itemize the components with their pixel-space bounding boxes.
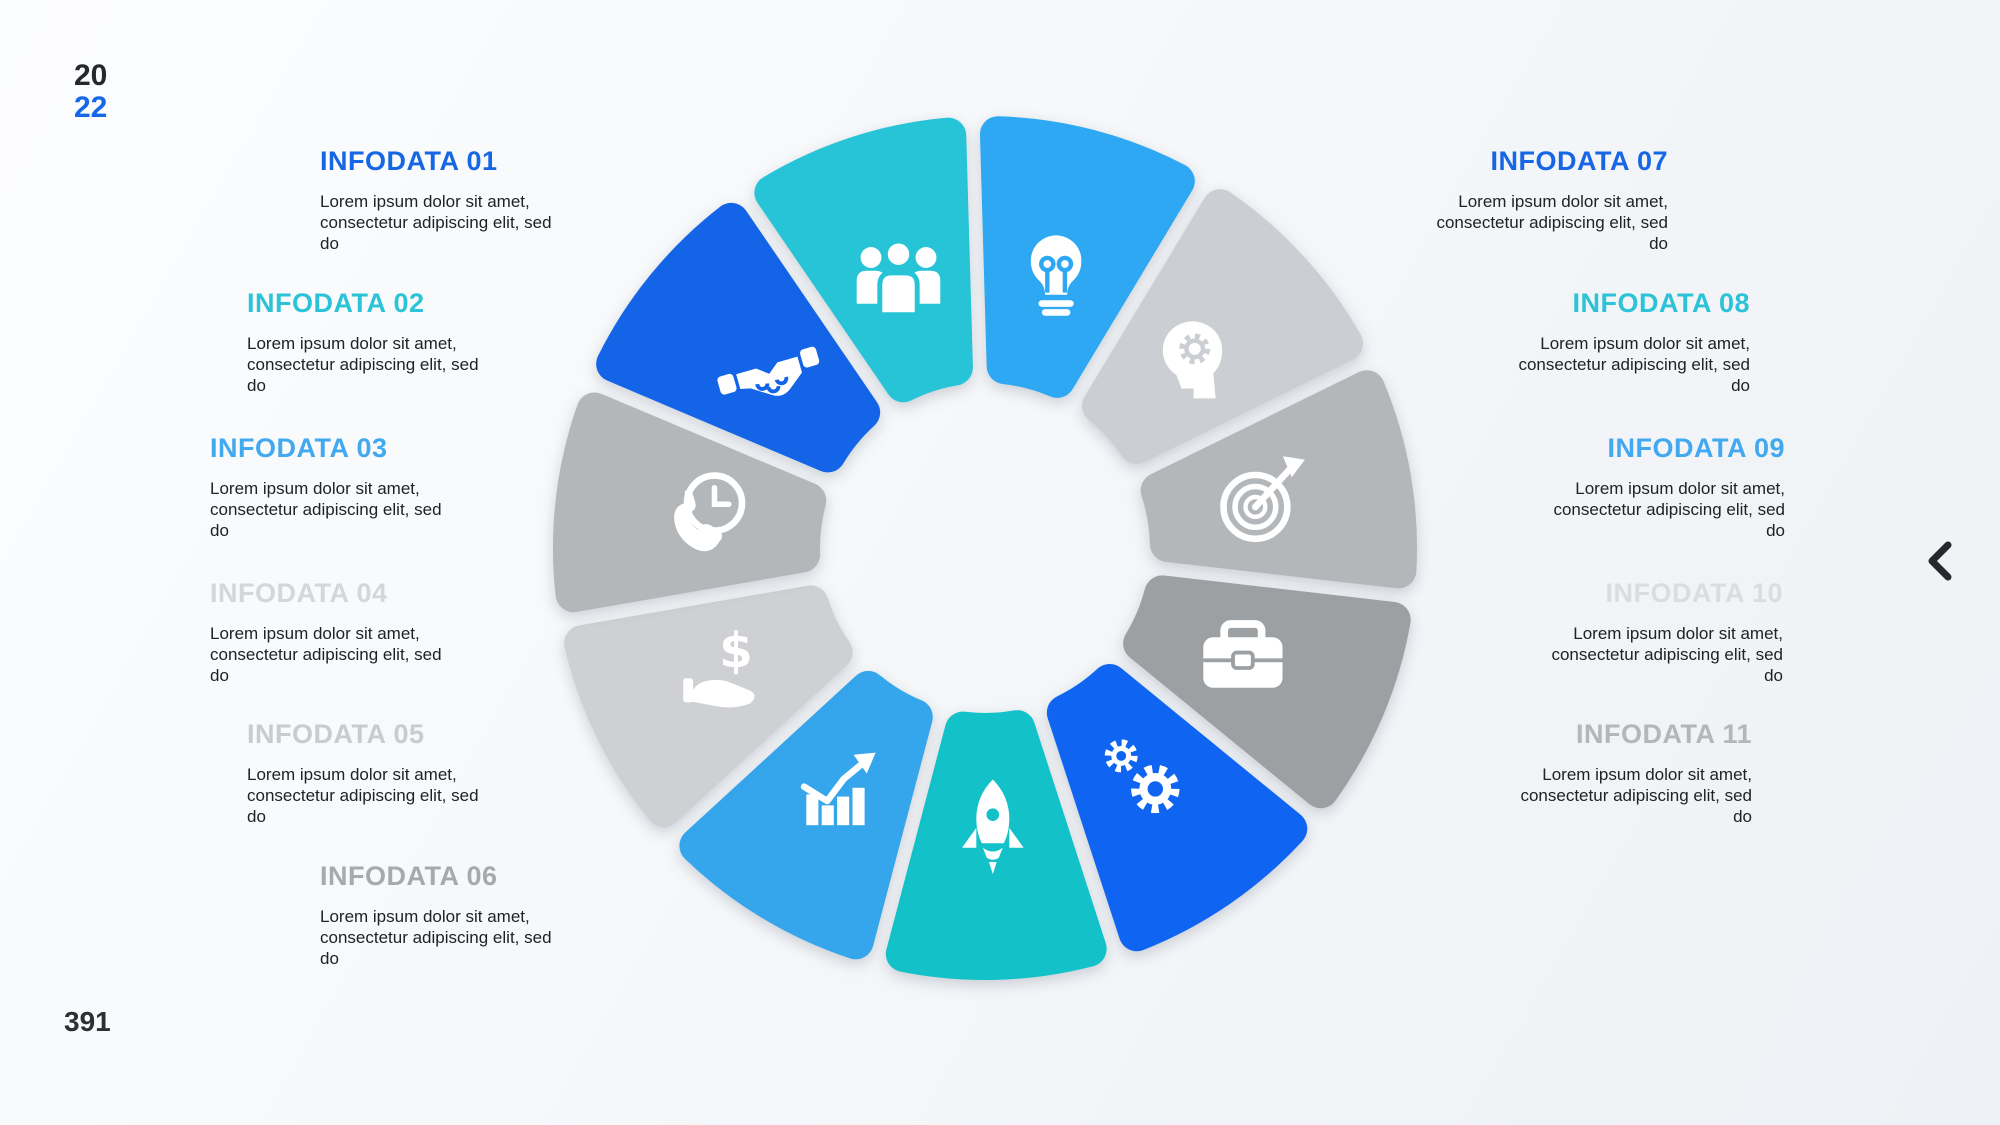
- wheel-segment-bar-chart: [679, 670, 933, 960]
- infodata-title: INFODATA 07: [1490, 146, 1668, 176]
- infodata-body: Lorem ipsum dolor sit amet, consectetur …: [320, 192, 552, 253]
- wheel-segment-target: [1140, 370, 1417, 589]
- infodata-block-09: INFODATA 09 Lorem ipsum dolor sit amet, …: [1445, 433, 1785, 541]
- team-icon: [857, 241, 941, 315]
- year-line-1: 20: [74, 59, 108, 92]
- infodata-block-03: INFODATA 03 Lorem ipsum dolor sit amet, …: [210, 433, 550, 541]
- infodata-block-04: INFODATA 04 Lorem ipsum dolor sit amet, …: [210, 578, 550, 686]
- infodata-block-07: INFODATA 07 Lorem ipsum dolor sit amet, …: [1328, 146, 1668, 254]
- wheel-wedge: [979, 116, 1195, 398]
- page-number: 391: [64, 1006, 111, 1037]
- wheel-segment-lightbulb: [979, 116, 1195, 398]
- infodata-title: INFODATA 11: [1575, 719, 1752, 749]
- infodata-title: INFODATA 04: [210, 578, 388, 608]
- wheel-wedge: [885, 710, 1107, 980]
- wheel-segment-rocket: [885, 710, 1107, 980]
- wheel-wedge: [1082, 189, 1363, 464]
- infodata-body: Lorem ipsum dolor sit amet, consectetur …: [210, 479, 442, 540]
- infodata-block-08: INFODATA 08 Lorem ipsum dolor sit amet, …: [1410, 288, 1750, 396]
- infodata-block-11: INFODATA 11 Lorem ipsum dolor sit amet, …: [1412, 719, 1752, 827]
- wheel-segment-briefcase: [1123, 575, 1411, 809]
- nav-back-button[interactable]: [1926, 540, 1954, 582]
- infodata-title: INFODATA 05: [247, 719, 425, 749]
- infodata-body: Lorem ipsum dolor sit amet, consectetur …: [247, 334, 479, 395]
- wheel-segment-handshake: [596, 202, 881, 473]
- infodata-title: INFODATA 06: [320, 861, 498, 891]
- wheel-wedge: [596, 202, 881, 473]
- year-marker: 20 22: [74, 60, 107, 124]
- wheel-segment-gears: [1046, 663, 1308, 952]
- infodata-body: Lorem ipsum dolor sit amet, consectetur …: [1436, 192, 1668, 253]
- infodata-body: Lorem ipsum dolor sit amet, consectetur …: [1553, 479, 1785, 540]
- infodata-body: Lorem ipsum dolor sit amet, consectetur …: [247, 765, 479, 826]
- infodata-title: INFODATA 01: [320, 146, 498, 176]
- infodata-block-10: INFODATA 10 Lorem ipsum dolor sit amet, …: [1443, 578, 1783, 686]
- chevron-left-icon: [1928, 541, 1952, 581]
- infodata-title: INFODATA 02: [247, 288, 425, 318]
- wheel-wedge: [1123, 575, 1411, 809]
- infodata-block-06: INFODATA 06 Lorem ipsum dolor sit amet, …: [320, 861, 660, 969]
- infodata-body: Lorem ipsum dolor sit amet, consectetur …: [1520, 765, 1752, 826]
- infodata-title: INFODATA 08: [1572, 288, 1750, 318]
- infodata-block-01: INFODATA 01 Lorem ipsum dolor sit amet, …: [320, 146, 660, 254]
- infodata-body: Lorem ipsum dolor sit amet, consectetur …: [320, 907, 552, 968]
- infodata-body: Lorem ipsum dolor sit amet, consectetur …: [1551, 624, 1783, 685]
- infodata-block-05: INFODATA 05 Lorem ipsum dolor sit amet, …: [247, 719, 587, 827]
- year-line-2: 22: [74, 91, 108, 124]
- wheel-segment-dollar-hand: [564, 585, 853, 828]
- wheel-segment-phone-clock: [553, 392, 827, 613]
- infodata-block-02: INFODATA 02 Lorem ipsum dolor sit amet, …: [247, 288, 587, 396]
- infodata-title: INFODATA 03: [210, 433, 388, 463]
- infodata-title: INFODATA 10: [1605, 578, 1783, 608]
- infodata-body: Lorem ipsum dolor sit amet, consectetur …: [1518, 334, 1750, 395]
- wheel-segment-team: [754, 117, 973, 403]
- wheel-segment-head-gear: [1082, 189, 1363, 464]
- infodata-title: INFODATA 09: [1607, 433, 1785, 463]
- infodata-body: Lorem ipsum dolor sit amet, consectetur …: [210, 624, 442, 685]
- wheel-wedge: [564, 585, 853, 828]
- wheel-wedge: [1046, 663, 1308, 952]
- wheel-wedge: [679, 670, 933, 960]
